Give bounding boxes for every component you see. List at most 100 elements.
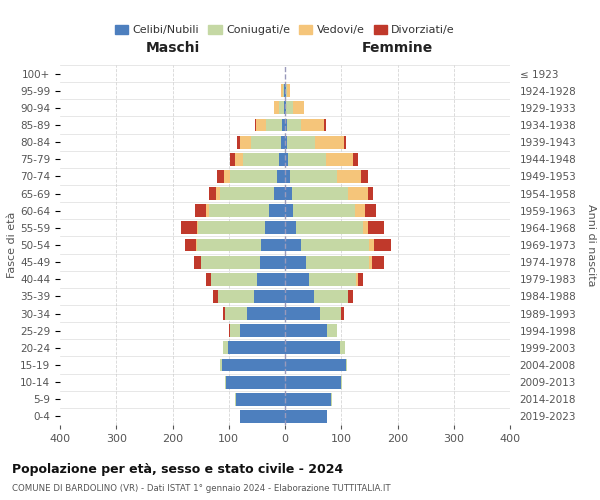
Bar xyxy=(206,204,209,217)
Bar xyxy=(277,170,285,183)
Bar xyxy=(197,238,262,252)
Bar xyxy=(283,84,284,97)
Bar xyxy=(257,273,285,285)
Bar xyxy=(284,102,285,114)
Bar xyxy=(285,342,340,354)
Bar xyxy=(285,153,288,166)
Bar xyxy=(223,307,226,320)
Bar xyxy=(327,324,337,337)
Bar xyxy=(348,290,353,303)
Bar xyxy=(316,136,343,148)
Bar xyxy=(368,222,384,234)
Bar xyxy=(341,376,343,388)
Bar xyxy=(220,358,222,372)
Bar xyxy=(293,204,355,217)
Bar xyxy=(211,273,257,285)
Bar xyxy=(365,204,376,217)
Bar xyxy=(281,84,283,97)
Bar xyxy=(286,84,287,97)
Bar xyxy=(220,187,274,200)
Y-axis label: Fasce di età: Fasce di età xyxy=(7,212,17,278)
Bar xyxy=(362,222,368,234)
Bar xyxy=(287,136,316,148)
Bar xyxy=(288,153,326,166)
Bar xyxy=(240,136,251,148)
Text: Popolazione per età, sesso e stato civile - 2024: Popolazione per età, sesso e stato civil… xyxy=(12,462,343,475)
Bar xyxy=(255,118,256,132)
Bar xyxy=(209,204,269,217)
Bar xyxy=(371,256,384,268)
Bar xyxy=(216,187,220,200)
Bar xyxy=(285,307,320,320)
Bar xyxy=(285,118,287,132)
Bar xyxy=(285,256,307,268)
Bar xyxy=(307,256,370,268)
Bar xyxy=(301,238,370,252)
Bar xyxy=(287,84,290,97)
Bar xyxy=(224,170,230,183)
Bar xyxy=(280,153,285,166)
Bar xyxy=(285,204,293,217)
Bar xyxy=(243,153,280,166)
Bar xyxy=(285,222,296,234)
Bar xyxy=(235,153,243,166)
Bar xyxy=(356,273,358,285)
Bar xyxy=(227,342,285,354)
Bar xyxy=(353,153,358,166)
Bar xyxy=(285,358,346,372)
Bar xyxy=(274,187,285,200)
Bar xyxy=(206,273,211,285)
Bar xyxy=(320,307,341,320)
Bar xyxy=(251,136,281,148)
Bar xyxy=(256,118,266,132)
Bar xyxy=(266,118,282,132)
Bar xyxy=(285,102,286,114)
Bar xyxy=(195,204,206,217)
Bar xyxy=(218,290,254,303)
Bar xyxy=(340,342,344,354)
Bar xyxy=(209,187,216,200)
Bar xyxy=(337,170,361,183)
Bar xyxy=(223,342,227,354)
Bar xyxy=(181,222,197,234)
Bar xyxy=(370,238,374,252)
Bar xyxy=(285,376,341,388)
Bar xyxy=(358,273,363,285)
Bar xyxy=(240,324,285,337)
Bar xyxy=(240,410,285,423)
Bar xyxy=(370,256,371,268)
Bar xyxy=(285,187,292,200)
Bar xyxy=(346,358,347,372)
Bar xyxy=(290,170,337,183)
Bar xyxy=(301,118,325,132)
Bar xyxy=(230,153,235,166)
Bar xyxy=(197,222,198,234)
Bar xyxy=(226,307,247,320)
Legend: Celibi/Nubili, Coniugati/e, Vedovi/e, Divorziati/e: Celibi/Nubili, Coniugati/e, Vedovi/e, Di… xyxy=(110,20,460,40)
Bar xyxy=(374,238,391,252)
Text: Femmine: Femmine xyxy=(362,40,433,54)
Bar xyxy=(200,256,260,268)
Bar xyxy=(285,136,287,148)
Bar xyxy=(269,204,285,217)
Bar xyxy=(198,222,265,234)
Bar xyxy=(285,324,327,337)
Text: COMUNE DI BARDOLINO (VR) - Dati ISTAT 1° gennaio 2024 - Elaborazione TUTTITALIA.: COMUNE DI BARDOLINO (VR) - Dati ISTAT 1°… xyxy=(12,484,391,493)
Bar xyxy=(287,118,301,132)
Y-axis label: Anni di nascita: Anni di nascita xyxy=(586,204,596,286)
Bar xyxy=(343,136,346,148)
Bar xyxy=(226,376,285,388)
Bar xyxy=(262,238,285,252)
Bar xyxy=(217,170,224,183)
Bar xyxy=(265,222,285,234)
Bar xyxy=(274,102,280,114)
Bar xyxy=(368,187,373,200)
Bar xyxy=(230,170,277,183)
Bar xyxy=(280,102,284,114)
Bar xyxy=(260,256,285,268)
Bar xyxy=(229,324,230,337)
Bar xyxy=(282,118,285,132)
Bar xyxy=(213,290,218,303)
Bar xyxy=(341,307,344,320)
Bar xyxy=(292,187,348,200)
